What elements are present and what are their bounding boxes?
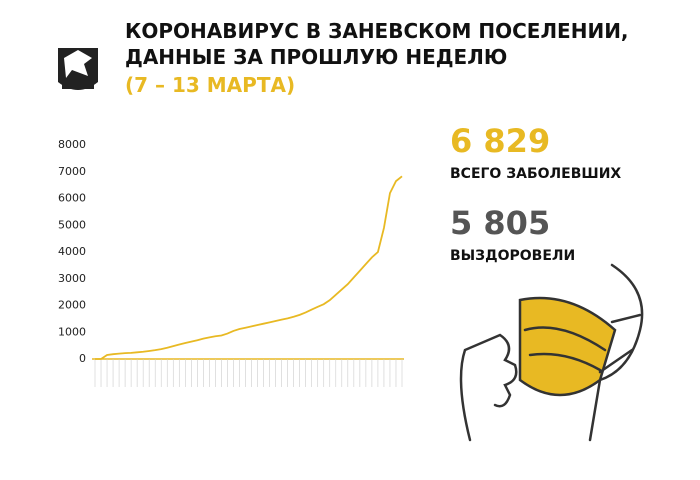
total-value: 6 829: [450, 122, 550, 160]
mask-illustration: [459, 263, 644, 442]
total-label: ВСЕГО ЗАБОЛЕВШИХ: [450, 166, 621, 182]
y-tick-label: 0: [79, 352, 86, 365]
y-tick-label: 5000: [58, 218, 86, 231]
recovered-value: 5 805: [450, 204, 550, 242]
y-tick-label: 1000: [58, 325, 86, 338]
chart: 0 1000 2000 3000 4000 5000 6000 7000 8000: [58, 138, 404, 387]
title: КОРОНАВИРУС В ЗАНЕВСКОМ ПОСЕЛЕНИИ,: [125, 19, 629, 43]
y-tick-label: 8000: [58, 138, 86, 151]
y-tick-label: 4000: [58, 245, 86, 258]
y-tick-label: 3000: [58, 272, 86, 285]
logo: [58, 48, 98, 90]
y-tick-label: 7000: [58, 165, 86, 178]
y-tick-label: 2000: [58, 299, 86, 312]
y-tick-label: 6000: [58, 192, 86, 205]
title: ДАННЫЕ ЗА ПРОШЛУЮ НЕДЕЛЮ: [125, 45, 507, 69]
subtitle: (7 – 13 МАРТА): [125, 73, 295, 97]
data-line: [95, 175, 403, 360]
recovered-label: ВЫЗДОРОВЕЛИ: [450, 248, 575, 264]
